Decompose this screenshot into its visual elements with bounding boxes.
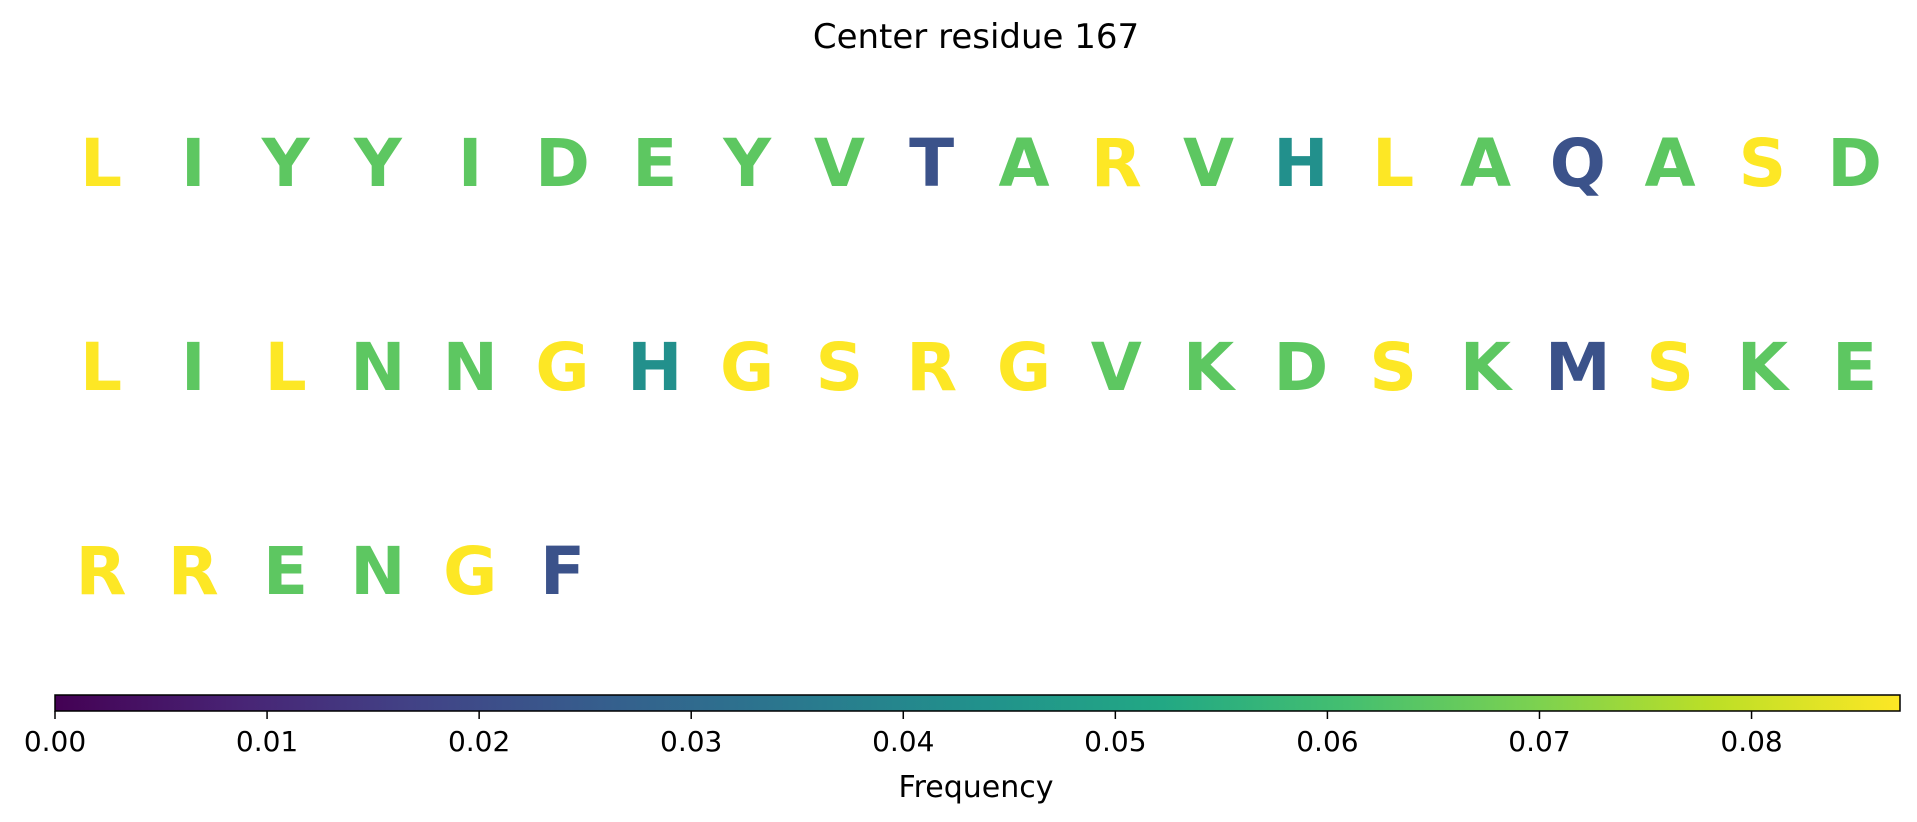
residue-letter: R bbox=[1091, 125, 1142, 202]
colorbar-tick-label: 0.00 bbox=[24, 725, 86, 758]
residue-letter: G bbox=[997, 329, 1051, 406]
residue-letter: G bbox=[443, 533, 497, 610]
residue-letter: I bbox=[458, 125, 483, 202]
colorbar-tick-label: 0.05 bbox=[1084, 725, 1146, 758]
residue-letter: N bbox=[350, 533, 405, 610]
residue-letter: A bbox=[998, 125, 1049, 202]
colorbar-ticks: 0.00 0.01 0.02 0.03 0.04 0.05 0.06 0.07 0.08 bbox=[24, 711, 1783, 758]
residue-letter: A bbox=[1460, 125, 1511, 202]
residue-letter: L bbox=[80, 125, 122, 202]
residue-letter: Y bbox=[261, 125, 311, 202]
residue-letter: D bbox=[1827, 125, 1882, 202]
residue-letter: D bbox=[1274, 329, 1329, 406]
residue-letter: E bbox=[263, 533, 308, 610]
residue-letter: N bbox=[443, 329, 498, 406]
colorbar-tick-label: 0.03 bbox=[660, 725, 722, 758]
residue-letter: V bbox=[1183, 125, 1234, 202]
residue-letter: I bbox=[181, 125, 206, 202]
residue-letter: K bbox=[1183, 329, 1237, 406]
residue-letter: G bbox=[720, 329, 774, 406]
residue-letter: R bbox=[168, 533, 219, 610]
colorbar-tick-label: 0.07 bbox=[1508, 725, 1570, 758]
residue-letter: Q bbox=[1550, 125, 1606, 202]
residue-letter: R bbox=[906, 329, 957, 406]
residue-letter: D bbox=[535, 125, 590, 202]
residue-letter: A bbox=[1645, 125, 1696, 202]
residue-letter: E bbox=[632, 125, 677, 202]
colorbar-tick-label: 0.02 bbox=[448, 725, 510, 758]
residue-letter: S bbox=[1369, 329, 1417, 406]
residue-letter: S bbox=[816, 329, 864, 406]
residue-letter: L bbox=[80, 329, 122, 406]
residue-letter: G bbox=[535, 329, 589, 406]
residue-letter: K bbox=[1460, 329, 1514, 406]
residue-letter: V bbox=[1091, 329, 1142, 406]
chart-title: Center residue 167 bbox=[813, 17, 1139, 57]
residue-letter: H bbox=[627, 329, 682, 406]
residue-letter: R bbox=[76, 533, 127, 610]
colorbar-tick-label: 0.04 bbox=[872, 725, 934, 758]
colorbar-tick-label: 0.01 bbox=[236, 725, 298, 758]
residue-letter: S bbox=[1646, 329, 1694, 406]
residue-letter: T bbox=[909, 125, 954, 202]
residue-letter: Y bbox=[353, 125, 403, 202]
colorbar-tick-label: 0.08 bbox=[1720, 725, 1782, 758]
residue-letter: Y bbox=[722, 125, 772, 202]
residue-grid: L I Y Y I D E Y V T A R V H L A Q A S DL I L N N G H G S R G V K D S K M S K E… bbox=[76, 125, 1883, 610]
colorbar-tick-label: 0.06 bbox=[1296, 725, 1358, 758]
residue-letter: L bbox=[265, 329, 307, 406]
colorbar-label: Frequency bbox=[899, 770, 1054, 805]
residue-letter: K bbox=[1737, 329, 1791, 406]
residue-letter: N bbox=[350, 329, 405, 406]
colorbar-gradient bbox=[54, 694, 1901, 712]
residue-letter: S bbox=[1739, 125, 1787, 202]
residue-letter: F bbox=[540, 533, 585, 610]
residue-letter: V bbox=[814, 125, 865, 202]
residue-letter: E bbox=[1832, 329, 1877, 406]
colorbar: 0.00 0.01 0.02 0.03 0.04 0.05 0.06 0.07 0.08 bbox=[24, 694, 1901, 758]
residue-letter: M bbox=[1545, 329, 1611, 406]
residue-letter: I bbox=[181, 329, 206, 406]
residue-letter: H bbox=[1273, 125, 1328, 202]
residue-letter: L bbox=[1372, 125, 1414, 202]
